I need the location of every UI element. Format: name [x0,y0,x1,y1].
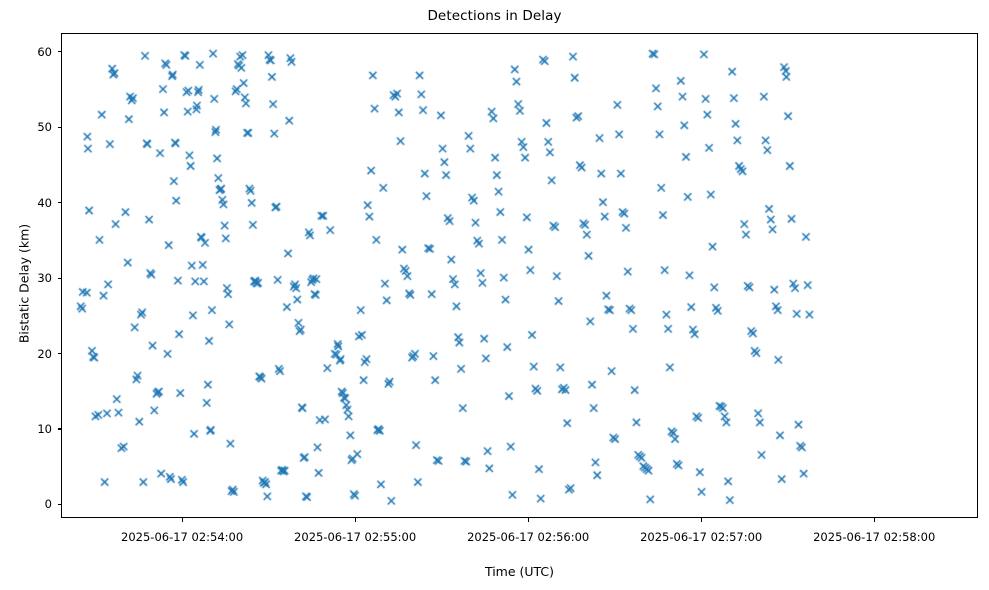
y-tick-mark [57,126,61,128]
chart-title: Detections in Delay [427,8,562,24]
y-tick-label: 0 [44,497,52,512]
y-tick-label: 10 [37,421,52,436]
y-tick-label: 50 [37,120,52,135]
y-tick-mark [57,202,61,204]
plot-axes [61,33,978,518]
x-tick-mark [354,518,356,522]
y-tick-mark [57,503,61,506]
x-tick-label: 2025-06-17 02:55:00 [294,530,417,544]
scatter-plot-canvas [62,34,977,517]
x-axis-label: Time (UTC) [484,564,555,579]
x-tick-label: 2025-06-17 02:56:00 [467,530,590,544]
y-tick-mark [57,51,61,53]
x-tick-mark [181,518,183,522]
y-tick-mark [57,428,61,430]
x-tick-mark [700,518,702,522]
x-tick-label: 2025-06-17 02:58:00 [813,530,936,544]
y-axis-label: Bistatic Delay (km) [16,223,32,343]
x-tick-mark [527,518,529,522]
y-tick-label: 20 [37,346,52,361]
x-tick-mark [873,518,875,522]
y-tick-mark [57,353,61,355]
y-tick-label: 40 [37,195,52,210]
y-tick-label: 30 [37,271,52,286]
y-tick-label: 60 [37,44,52,59]
x-tick-label: 2025-06-17 02:54:00 [121,530,244,544]
y-tick-mark [57,277,61,279]
x-tick-label: 2025-06-17 02:57:00 [640,530,763,544]
